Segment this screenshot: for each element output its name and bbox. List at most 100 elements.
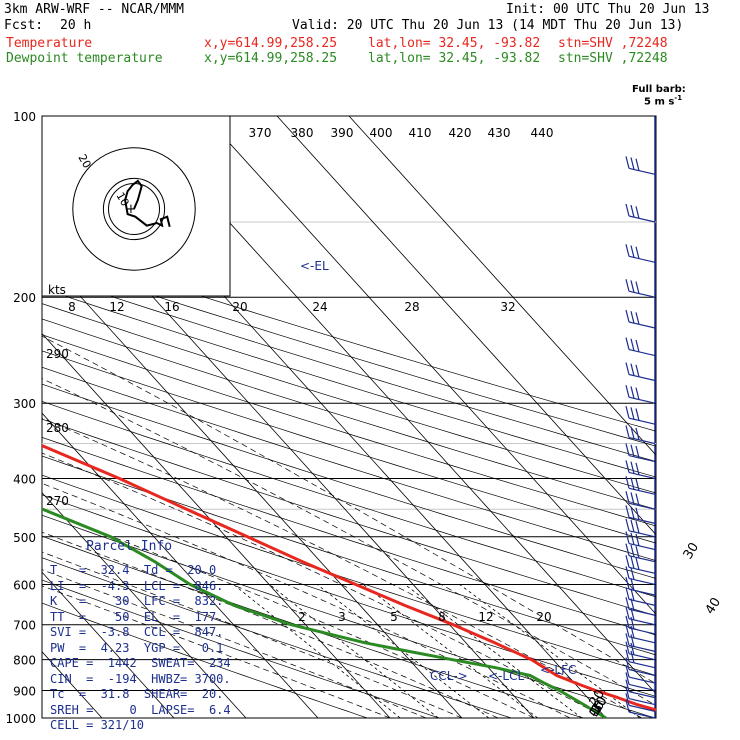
wind-barb-flag bbox=[625, 566, 630, 579]
wind-barb bbox=[625, 587, 656, 606]
parcel-info-row: SVI = -3.8 CCL = 847. bbox=[50, 625, 224, 639]
wind-barb-flag bbox=[635, 557, 640, 570]
wind-barb-flag bbox=[635, 427, 640, 441]
isotherm-label: 10 bbox=[587, 698, 608, 720]
wind-barb-flag bbox=[635, 387, 640, 400]
wind-barb bbox=[625, 615, 656, 635]
lfc-marker: <-LFC bbox=[540, 663, 576, 677]
isotherm-label: 30 bbox=[681, 540, 702, 562]
wind-barb-flag bbox=[625, 587, 630, 600]
moist-adiabat-line bbox=[42, 296, 643, 718]
theta-label: 370 bbox=[249, 126, 272, 140]
wind-barb-flag bbox=[635, 521, 640, 534]
wind-barb-flag bbox=[625, 476, 630, 489]
wind-barb-flag bbox=[630, 245, 635, 258]
isotherm-line bbox=[42, 116, 175, 718]
parcel-info-row: CIN = -194 HWBZ= 3700. bbox=[50, 671, 231, 686]
isotherm-line bbox=[42, 116, 391, 718]
wind-barb-flag bbox=[630, 588, 635, 601]
wind-barb bbox=[625, 337, 656, 357]
parcel-info-row: TT = 50 EL = 177. bbox=[50, 609, 224, 624]
wind-barb-flag bbox=[630, 492, 635, 505]
mixing-ratio-line bbox=[404, 584, 583, 718]
moist-adiabats bbox=[42, 296, 656, 718]
dry-adiabat-line bbox=[42, 116, 656, 718]
theta-label: 420 bbox=[449, 126, 472, 140]
wind-barb-flag bbox=[630, 426, 635, 439]
sounding-series bbox=[42, 116, 656, 718]
parcel-info-row: Tc = 31.8 SHEAR= 20. bbox=[50, 687, 224, 701]
wind-barb-flag bbox=[625, 664, 630, 678]
parcel-info-title: Parcel Info bbox=[86, 539, 173, 554]
hodograph-center-mark: + bbox=[126, 202, 137, 217]
wind-barb bbox=[625, 505, 656, 524]
wind-barb-flag bbox=[635, 462, 640, 475]
wind-barb-flag bbox=[625, 491, 630, 504]
wind-barb bbox=[625, 686, 656, 706]
dry-adiabats bbox=[42, 116, 656, 718]
wind-barb-flag bbox=[630, 578, 635, 591]
wind-barb-flag bbox=[625, 576, 630, 590]
moist-adiabat-line bbox=[42, 296, 427, 718]
isotherm-line bbox=[348, 116, 656, 718]
wind-barb bbox=[625, 576, 656, 596]
hodograph-ring bbox=[72, 147, 196, 271]
dry-adiabat-line bbox=[42, 116, 368, 718]
wind-barb bbox=[625, 693, 656, 712]
wind-barb-flag bbox=[630, 386, 635, 399]
wind-barb-flag bbox=[635, 478, 640, 491]
wind-barb-flag bbox=[625, 641, 630, 654]
mixing-ratio-label: 12 bbox=[478, 610, 493, 624]
wind-barb-flag bbox=[625, 244, 630, 257]
isotherm-line bbox=[42, 116, 463, 718]
wind-barb-flag bbox=[625, 543, 630, 556]
wind-barb-flag bbox=[625, 672, 630, 685]
wind-barb bbox=[625, 406, 656, 425]
wind-barb bbox=[625, 518, 656, 538]
parcel-info-row: K = 30 LFC = 832. bbox=[50, 594, 224, 608]
wind-barb bbox=[625, 566, 656, 586]
theta-label: 390 bbox=[331, 126, 354, 140]
wind-barb-flag bbox=[625, 156, 630, 169]
wind-barb-flag bbox=[625, 337, 630, 350]
dry-adiabat-line bbox=[42, 116, 656, 718]
mixing-ratio-label: 28 bbox=[404, 300, 419, 314]
forecast-hour: 20 h bbox=[60, 18, 92, 33]
wind-barb-flag bbox=[630, 519, 635, 533]
mixing-ratio-label: 8 bbox=[438, 610, 446, 624]
wind-barb-flag bbox=[625, 699, 630, 713]
wind-barb-flag bbox=[625, 505, 630, 518]
wind-barb bbox=[625, 531, 656, 551]
wind-barb bbox=[625, 633, 656, 652]
wind-barb-flag bbox=[625, 309, 630, 323]
wind-barb-flag bbox=[625, 633, 630, 646]
isotherm-line bbox=[42, 116, 247, 718]
dew-legend-latlon: lat,lon= 32.45, -93.82 bbox=[368, 51, 541, 66]
mixing-ratio-label: 20 bbox=[232, 300, 247, 314]
wind-barb bbox=[625, 641, 656, 661]
wind-barb-staff bbox=[628, 668, 656, 677]
wind-barb-flag bbox=[635, 408, 640, 421]
wind-barb-flag bbox=[630, 607, 635, 621]
mixing-ratio-line bbox=[362, 584, 538, 718]
pressure-tick-label: 400 bbox=[13, 472, 36, 486]
wind-barb bbox=[625, 649, 656, 669]
wind-barb-flag bbox=[625, 460, 630, 473]
wind-barb-flag bbox=[625, 597, 630, 610]
full-barb-unit: 5 m s-1 bbox=[644, 94, 682, 107]
wind-barb-staff bbox=[628, 373, 656, 382]
annotations: <-EL <-LFC <-LCL CCL-> bbox=[300, 259, 576, 683]
wind-barb-flag bbox=[625, 606, 630, 619]
wind-barb-staff bbox=[628, 698, 656, 706]
theta-label: 280 bbox=[46, 421, 69, 435]
wind-barb-staff bbox=[628, 566, 656, 574]
theta-label: 410 bbox=[409, 126, 432, 140]
wind-barb bbox=[625, 606, 656, 626]
wind-barb-flag bbox=[625, 615, 630, 629]
temp-legend-label: Temperature bbox=[6, 36, 93, 51]
wind-barb bbox=[625, 555, 656, 574]
wind-barb bbox=[625, 543, 656, 563]
dry-adiabat-line bbox=[42, 116, 656, 718]
moist-adiabat-line bbox=[42, 296, 656, 718]
